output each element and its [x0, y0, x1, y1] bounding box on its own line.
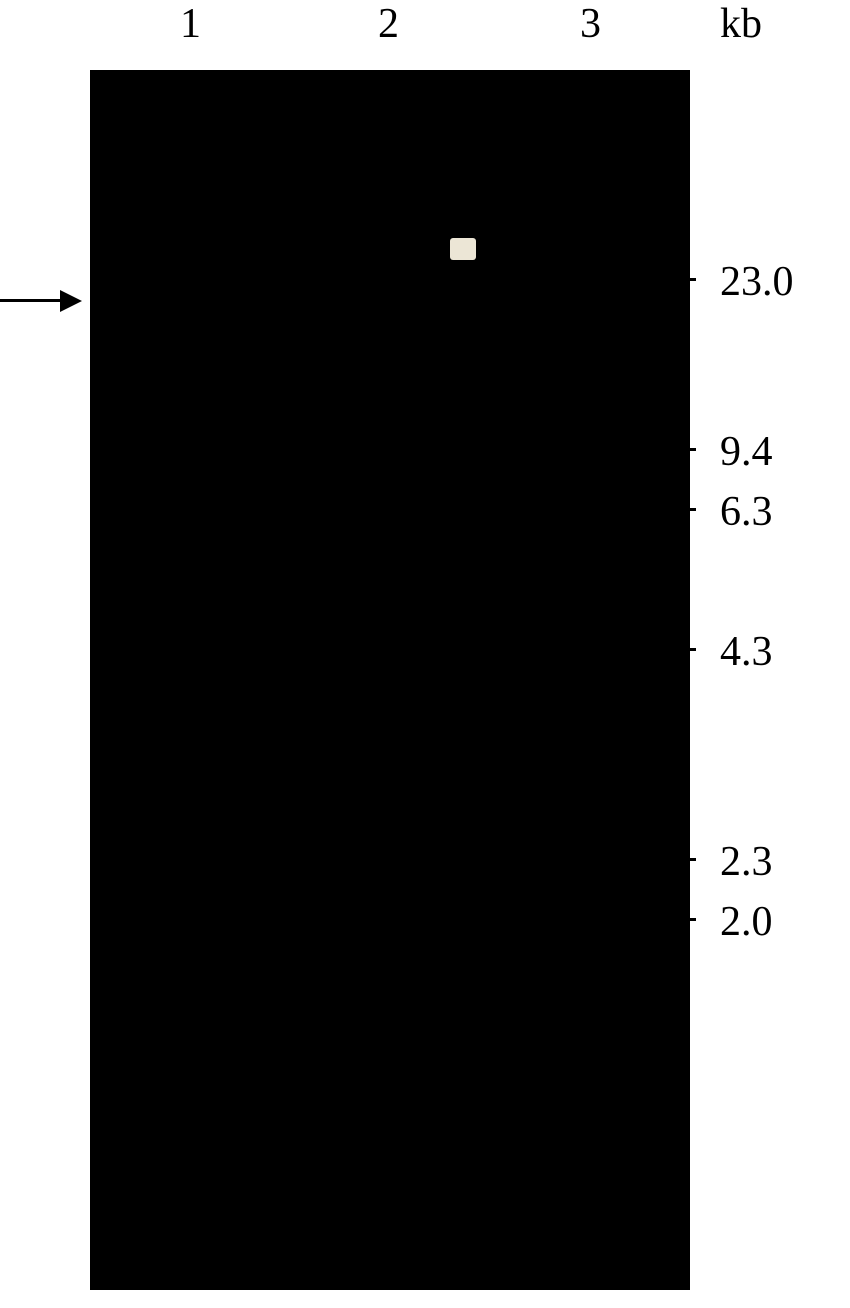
marker-tick-23 [690, 278, 696, 281]
marker-tick-9-4 [690, 448, 696, 451]
marker-label-2-0: 2.0 [720, 898, 773, 946]
marker-label-9-4: 9.4 [720, 428, 773, 476]
marker-tick-2-0 [690, 918, 696, 921]
lane-labels-row: 1 2 3 [90, 0, 690, 60]
gel-figure: 1 2 3 kb 23.0 9.4 6.3 4.3 2.3 2.0 [0, 0, 850, 1308]
marker-label-2-3: 2.3 [720, 838, 773, 886]
size-marker-labels: 23.0 9.4 6.3 4.3 2.3 2.0 [720, 70, 840, 1290]
arrow-head-icon [60, 290, 82, 312]
marker-tick-6-3 [690, 508, 696, 511]
marker-label-4-3: 4.3 [720, 628, 773, 676]
unit-label-kb: kb [720, 0, 762, 48]
lane-label-1: 1 [180, 0, 201, 48]
marker-label-23: 23.0 [720, 258, 794, 306]
marker-label-6-3: 6.3 [720, 488, 773, 536]
gel-artifact-spot [450, 238, 476, 260]
gel-image [90, 70, 690, 1290]
lane-label-3: 3 [580, 0, 601, 48]
lane-label-2: 2 [378, 0, 399, 48]
marker-tick-2-3 [690, 858, 696, 861]
band-indicator-arrow [0, 290, 85, 310]
marker-tick-4-3 [690, 648, 696, 651]
